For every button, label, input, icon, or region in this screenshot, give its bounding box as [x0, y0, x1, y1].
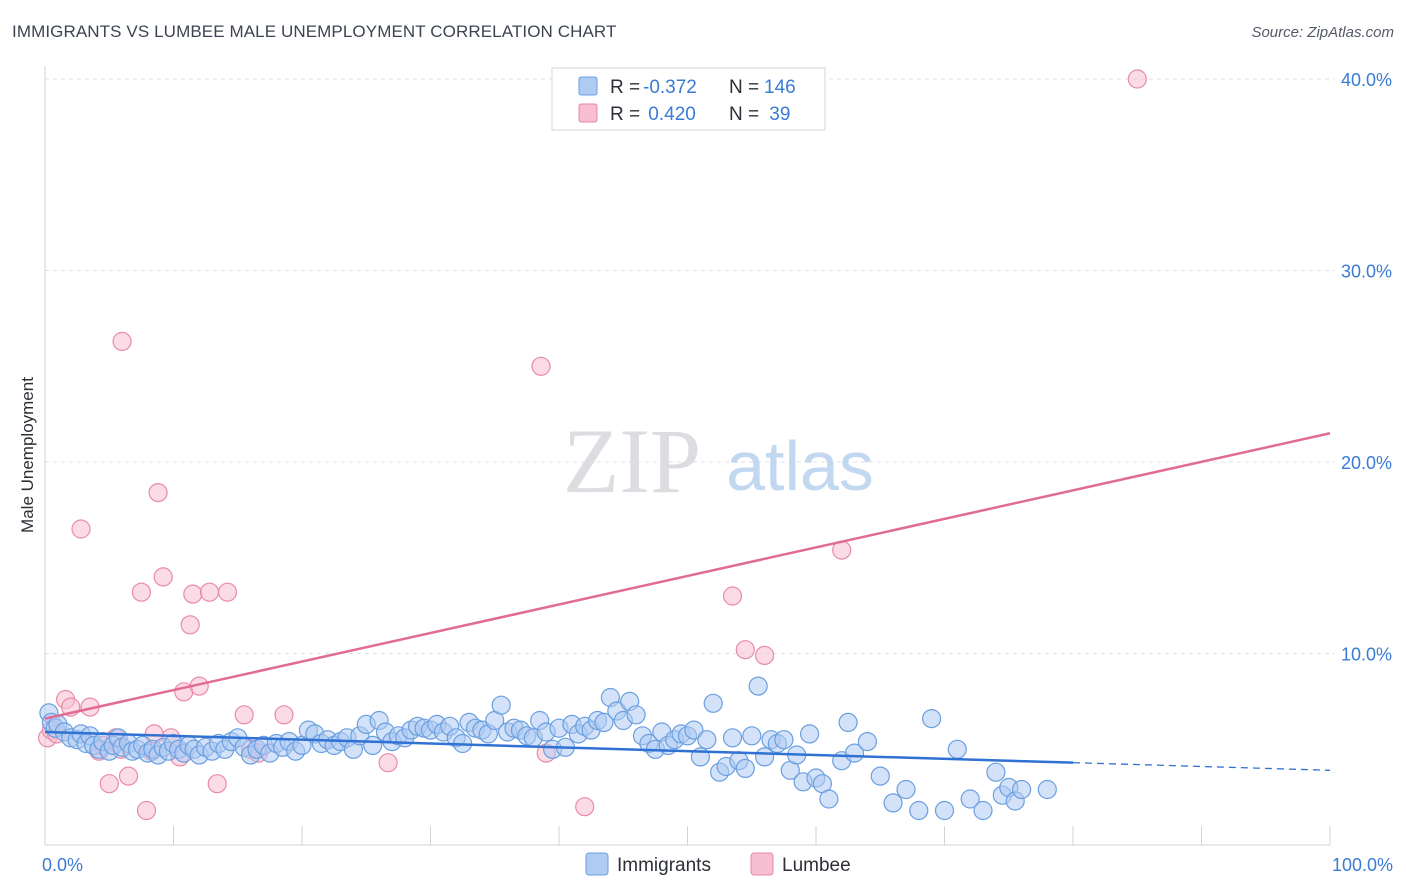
lumbee-point	[722, 586, 743, 606]
immigrants-point	[722, 728, 743, 748]
y-tick-label-0: 10.0%	[1341, 645, 1392, 665]
immigrants-trend-line	[44, 730, 1074, 764]
lumbee-point	[71, 519, 91, 539]
y-tick-label-3: 40.0%	[1341, 70, 1392, 90]
legend-n-value-immigrants: 146	[764, 77, 796, 98]
immigrants-point	[735, 758, 755, 779]
watermark: ZIP atlas	[563, 410, 874, 512]
immigrants-point	[491, 695, 511, 715]
y-tick-label-1: 20.0%	[1341, 453, 1392, 473]
legend-swatch-lumbee	[578, 103, 598, 123]
bottom-legend: Immigrants Lumbee	[585, 852, 851, 876]
immigrants-point	[819, 789, 839, 809]
immigrants-point	[934, 800, 955, 821]
immigrants-point	[844, 743, 865, 763]
immigrants-point	[799, 724, 820, 744]
legend-swatch-immigrants	[578, 76, 598, 96]
lumbee-point	[112, 331, 132, 351]
lumbee-point	[575, 797, 595, 817]
lumbee-point	[153, 567, 173, 587]
x-tick-label-min: 0.0%	[42, 855, 83, 875]
lumbee-point	[183, 584, 203, 604]
immigrants-point	[960, 789, 980, 809]
immigrants-point	[883, 793, 903, 813]
lumbee-point	[118, 766, 139, 786]
lumbee-trend-line	[44, 432, 1331, 720]
watermark-atlas: atlas	[726, 427, 874, 505]
legend-r-label-lumbee: R =	[610, 104, 640, 125]
immigrants-point	[1037, 779, 1057, 800]
immigrants-point	[857, 731, 878, 752]
lumbee-point	[274, 705, 294, 725]
watermark-zip: ZIP	[563, 410, 701, 512]
gridlines	[45, 78, 1335, 654]
immigrants-point	[748, 676, 768, 696]
legend-n-label-immigrants: N =	[729, 77, 759, 98]
bottom-legend-swatch-immigrants	[585, 852, 609, 876]
lumbee-point	[531, 356, 551, 376]
immigrants-point	[742, 726, 762, 746]
immigrants-point	[594, 712, 614, 733]
immigrants-point	[973, 800, 993, 821]
immigrants-point	[703, 693, 723, 713]
lumbee-point	[136, 800, 157, 821]
lumbee-point	[148, 483, 168, 503]
bottom-legend-label-lumbee: Lumbee	[782, 855, 851, 876]
immigrants-point	[754, 747, 775, 767]
lumbee-point	[378, 753, 398, 773]
bottom-legend-swatch-lumbee	[750, 852, 774, 876]
immigrants-trend-extension	[1072, 762, 1331, 771]
trend-lines	[44, 432, 1331, 771]
lumbee-point	[217, 582, 238, 602]
immigrants-series	[39, 676, 1057, 821]
x-tick-label-max: 100.0%	[1332, 855, 1393, 875]
lumbee-point	[754, 645, 775, 666]
source-credit: Source: ZipAtlas.com	[1251, 24, 1394, 41]
lumbee-point	[99, 774, 119, 794]
immigrants-point	[921, 708, 942, 729]
bottom-legend-label-immigrants: Immigrants	[617, 855, 711, 876]
top-legend: R = -0.372 N = 146 R = 0.420 N = 39	[551, 67, 826, 131]
immigrants-point	[363, 735, 383, 756]
y-tick-labels: 10.0% 20.0% 30.0% 40.0%	[1341, 70, 1392, 665]
lumbee-point	[234, 705, 254, 725]
immigrants-point	[684, 720, 704, 740]
lumbee-point	[131, 582, 151, 602]
legend-n-label-lumbee: N =	[729, 104, 759, 125]
legend-r-value-immigrants: -0.372	[643, 77, 697, 98]
immigrants-point	[909, 800, 929, 821]
immigrants-point	[1011, 779, 1032, 800]
lumbee-point	[199, 582, 220, 602]
lumbee-point	[207, 774, 227, 794]
y-tick-label-2: 30.0%	[1341, 262, 1392, 282]
immigrants-point	[626, 705, 646, 725]
immigrants-point	[697, 730, 717, 750]
immigrants-point	[870, 766, 890, 786]
immigrants-point	[838, 712, 858, 733]
immigrants-point	[947, 739, 967, 759]
lumbee-point	[735, 640, 755, 660]
x-tick-labels: 0.0% 100.0%	[42, 855, 1393, 875]
legend-r-value-lumbee: 0.420	[643, 104, 696, 125]
immigrants-point	[896, 779, 916, 800]
legend-n-value-lumbee: 39	[764, 104, 790, 125]
legend-r-label-immigrants: R =	[610, 77, 640, 98]
lumbee-point	[1127, 69, 1147, 89]
immigrants-point	[774, 730, 794, 750]
chart-title: IMMIGRANTS VS LUMBEE MALE UNEMPLOYMENT C…	[12, 22, 617, 41]
lumbee-point	[180, 615, 200, 635]
immigrants-point	[986, 762, 1006, 782]
